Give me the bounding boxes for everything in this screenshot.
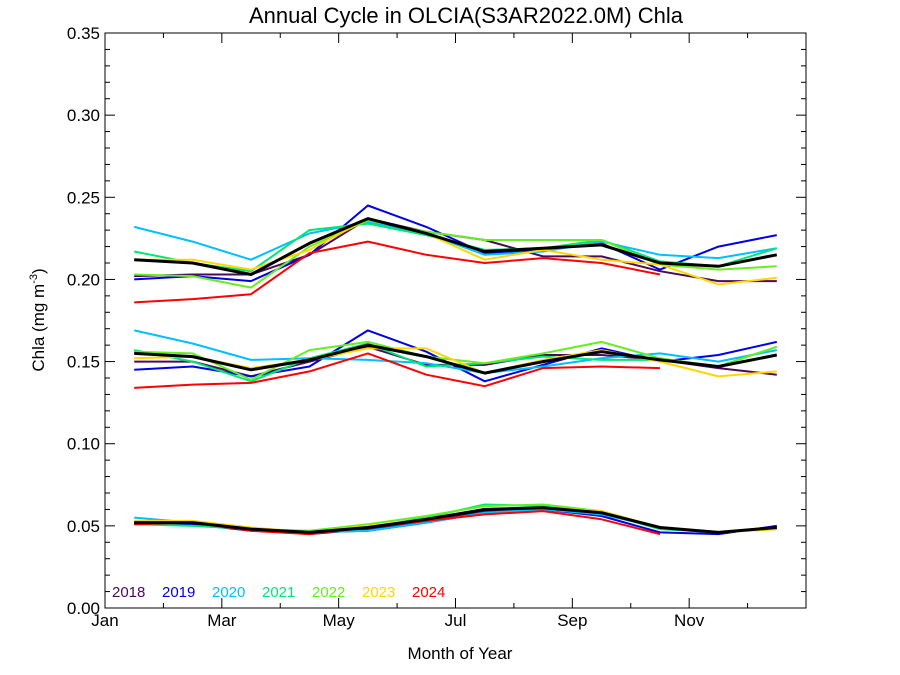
y-tick-label: 0.05 xyxy=(67,517,100,536)
y-axis-label-close: ) xyxy=(29,268,48,274)
mean-line-3 xyxy=(134,506,777,534)
y-tick-label: 0.10 xyxy=(67,435,100,454)
series-2024-line-2 xyxy=(134,352,661,389)
legend-item-2018: 2018 xyxy=(112,584,145,601)
legend-item-2021: 2021 xyxy=(262,584,295,601)
y-tick-label: 0.25 xyxy=(67,188,100,207)
x-axis: Jan Mar May Jul Sep Nov xyxy=(91,33,807,630)
mean-layer xyxy=(134,217,778,534)
x-tick-label: May xyxy=(323,611,356,630)
y-tick-label: 0.00 xyxy=(67,599,100,618)
y-axis-label-main: Chla (mg m xyxy=(29,284,48,372)
y-tick-label: 0.20 xyxy=(67,270,100,289)
x-tick-label: Sep xyxy=(557,611,587,630)
legend-item-2023: 2023 xyxy=(362,584,395,601)
series-2023-line-1 xyxy=(134,217,777,286)
legend-item-2024: 2024 xyxy=(412,584,445,601)
series-2022-line-1 xyxy=(134,219,777,289)
mean-line-2 xyxy=(134,343,778,375)
legend-item-2019: 2019 xyxy=(162,584,195,601)
legend-item-2022: 2022 xyxy=(312,584,345,601)
chart-title: Annual Cycle in OLCIA(S3AR2022.0M) Chla xyxy=(249,3,684,28)
y-axis: 0.00 0.05 0.10 0.15 0.20 0.25 0.30 0.35 xyxy=(67,24,806,618)
series-layer xyxy=(133,204,778,536)
x-tick-label: Nov xyxy=(674,611,705,630)
y-axis-label-superscript: -3 xyxy=(28,274,40,284)
plot-frame xyxy=(104,32,807,609)
mean-line-1 xyxy=(134,217,778,276)
x-tick-label: Mar xyxy=(207,611,237,630)
x-tick-label: Jan xyxy=(91,611,118,630)
y-tick-label: 0.35 xyxy=(67,24,100,43)
series-2024-line-1 xyxy=(134,240,661,304)
y-tick-label: 0.15 xyxy=(67,353,100,372)
x-axis-label: Month of Year xyxy=(408,644,513,663)
series-2020-line-1 xyxy=(133,220,777,261)
x-tick-label: Jul xyxy=(445,611,467,630)
y-axis-label: Chla (mg m-3) xyxy=(28,268,48,371)
legend-item-2020: 2020 xyxy=(212,584,245,601)
legend: 2018 2019 2020 2021 2022 2023 2024 xyxy=(112,584,445,601)
series-2020-line-2 xyxy=(133,329,777,375)
y-tick-label: 0.30 xyxy=(67,106,100,125)
